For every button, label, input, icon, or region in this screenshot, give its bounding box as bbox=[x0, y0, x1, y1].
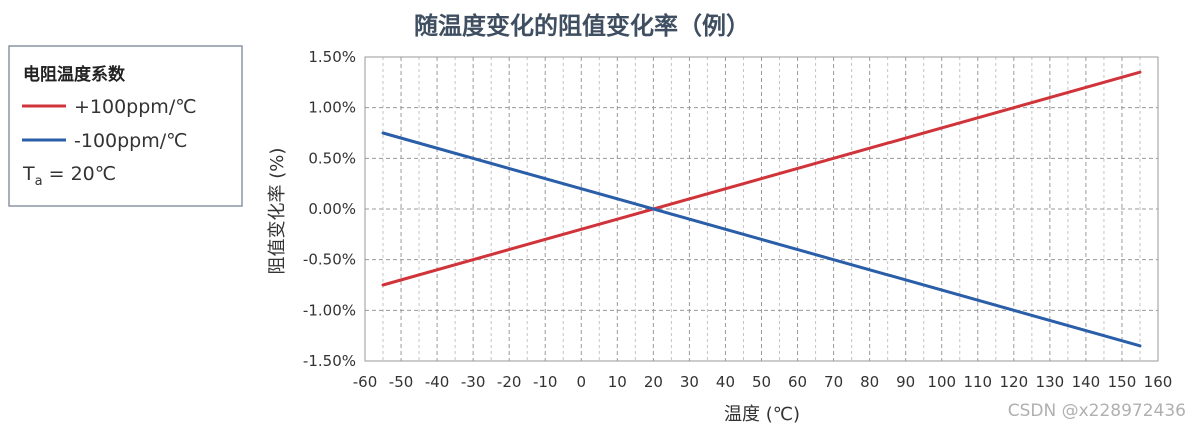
x-tick-labels: -60 -50 -40 -30 -20 -10 0 10 20 30 40 50 60 70 80 90 100… bbox=[353, 373, 1173, 391]
x-tick-label: 90 bbox=[896, 373, 915, 391]
legend: 电阻温度系数 +100ppm/℃ -100ppm/℃ Ta = 20℃ bbox=[8, 45, 243, 207]
legend-note-main: T bbox=[22, 163, 35, 185]
x-tick-label: 120 bbox=[999, 373, 1028, 391]
legend-note: Ta = 20℃ bbox=[22, 163, 116, 189]
x-tick-label: 70 bbox=[824, 373, 843, 391]
x-tick-label: 40 bbox=[716, 373, 735, 391]
x-tick-label: -50 bbox=[389, 373, 414, 391]
legend-label-series-2: -100ppm/℃ bbox=[74, 130, 188, 152]
x-tick-label: 30 bbox=[680, 373, 699, 391]
major-grid bbox=[365, 57, 1158, 361]
series-layer bbox=[381, 70, 1142, 348]
x-tick-label: -60 bbox=[353, 373, 378, 391]
x-tick-label: 0 bbox=[576, 373, 586, 391]
watermark: CSDN @x228972436 bbox=[1008, 401, 1186, 421]
x-axis-label: 温度 (℃) bbox=[724, 404, 800, 425]
x-tick-label: 10 bbox=[608, 373, 627, 391]
legend-box bbox=[8, 45, 243, 207]
series-line-2 bbox=[381, 131, 1142, 348]
y-tick-label: -1.50% bbox=[303, 352, 356, 370]
x-tick-label: 110 bbox=[963, 373, 992, 391]
y-tick-labels: -1.50% -1.00% -0.50% 0.00% 0.50% 1.00% 1.50% bbox=[303, 48, 356, 370]
legend-title: 电阻温度系数 bbox=[23, 64, 126, 85]
x-tick-label: 80 bbox=[860, 373, 879, 391]
x-tick-label: 60 bbox=[788, 373, 807, 391]
y-tick-label: 1.00% bbox=[308, 99, 356, 117]
legend-note-rest: = 20℃ bbox=[43, 163, 117, 185]
x-tick-label: -20 bbox=[497, 373, 522, 391]
y-tick-label: 1.50% bbox=[308, 48, 356, 66]
x-tick-label: 140 bbox=[1072, 373, 1101, 391]
x-tick-label: -40 bbox=[425, 373, 450, 391]
x-tick-label: 100 bbox=[927, 373, 956, 391]
series-line-1 bbox=[381, 70, 1142, 287]
y-tick-label: 0.50% bbox=[308, 149, 356, 167]
x-tick-label: 20 bbox=[644, 373, 663, 391]
chart-title: 随温度变化的阻值变化率（例） bbox=[414, 12, 750, 40]
x-tick-label: -30 bbox=[461, 373, 486, 391]
y-tick-label: 0.00% bbox=[308, 200, 356, 218]
x-tick-label: 50 bbox=[752, 373, 771, 391]
y-tick-label: -0.50% bbox=[303, 251, 356, 269]
legend-label-series-1: +100ppm/℃ bbox=[74, 96, 197, 118]
x-tick-label: 130 bbox=[1036, 373, 1065, 391]
y-axis-label: 阻值变化率 (%) bbox=[267, 148, 288, 275]
x-tick-label: 150 bbox=[1108, 373, 1137, 391]
y-tick-label: -1.00% bbox=[303, 301, 356, 319]
plot-frame bbox=[364, 56, 1159, 362]
x-tick-label: -10 bbox=[533, 373, 558, 391]
x-tick-label: 160 bbox=[1144, 373, 1173, 391]
legend-note-sub: a bbox=[35, 174, 43, 189]
